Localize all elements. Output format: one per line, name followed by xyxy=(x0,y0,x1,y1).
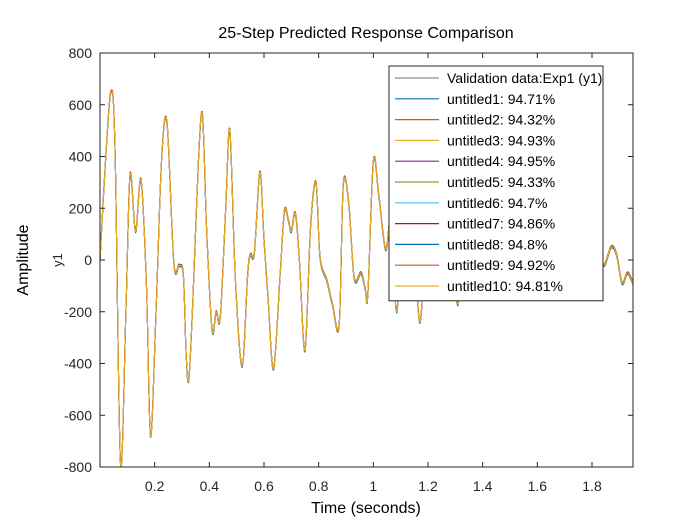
legend-entry-label: untitled3: 94.93% xyxy=(447,132,555,148)
y-tick-label: -400 xyxy=(64,356,92,372)
x-axis-label: Time (seconds) xyxy=(311,500,421,517)
legend-entry-label: untitled8: 94.8% xyxy=(447,236,547,252)
chart-title: 25-Step Predicted Response Comparison xyxy=(218,25,513,42)
x-tick-label: 0.2 xyxy=(145,478,165,494)
legend-entry-label: untitled9: 94.92% xyxy=(447,257,555,273)
legend-entry-label: untitled4: 94.95% xyxy=(447,153,555,169)
y-tick-label: 200 xyxy=(69,200,93,216)
y-axis-ticks: -800 -600 -400 -200 0 200 400 600 800 xyxy=(64,45,633,475)
y-tick-label: 800 xyxy=(69,45,93,61)
x-tick-label: 0.4 xyxy=(200,478,220,494)
legend-entry-label: untitled6: 94.7% xyxy=(447,195,547,211)
x-axis-ticks: 0.2 0.4 0.6 0.8 1 1.2 1.4 1.6 1.8 xyxy=(145,53,602,494)
x-tick-label: 1.6 xyxy=(528,478,548,494)
y-tick-label: 600 xyxy=(69,97,93,113)
legend-entry-label: untitled1: 94.71% xyxy=(447,91,555,107)
x-tick-label: 0.8 xyxy=(309,478,329,494)
legend-entry-label: untitled10: 94.81% xyxy=(447,278,563,294)
y-tick-label: 400 xyxy=(69,149,93,165)
y-tick-label: -600 xyxy=(64,407,92,423)
y-tick-label: 0 xyxy=(84,252,92,268)
legend: Validation data:Exp1 (y1) untitled1: 94.7… xyxy=(388,65,604,302)
x-tick-label: 1.4 xyxy=(473,478,493,494)
x-tick-label: 0.6 xyxy=(254,478,274,494)
x-tick-label: 1 xyxy=(369,478,377,494)
legend-entry-label: untitled7: 94.86% xyxy=(447,216,555,232)
legend-entry-label: untitled2: 94.32% xyxy=(447,112,555,128)
y-tick-label: -200 xyxy=(64,304,92,320)
x-tick-label: 1.2 xyxy=(418,478,438,494)
y-tick-label: -800 xyxy=(64,459,92,475)
legend-box xyxy=(388,65,604,302)
x-tick-label: 1.8 xyxy=(582,478,602,494)
y-axis-label: Amplitude xyxy=(15,224,32,295)
output-channel-label: y1 xyxy=(50,253,65,267)
legend-entry-label: Validation data:Exp1 (y1) xyxy=(447,70,602,86)
legend-entry-label: untitled5: 94.33% xyxy=(447,174,555,190)
